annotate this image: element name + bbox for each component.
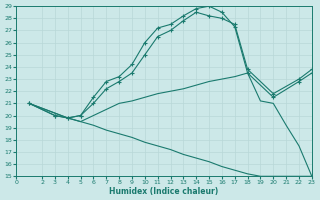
- X-axis label: Humidex (Indice chaleur): Humidex (Indice chaleur): [109, 187, 219, 196]
